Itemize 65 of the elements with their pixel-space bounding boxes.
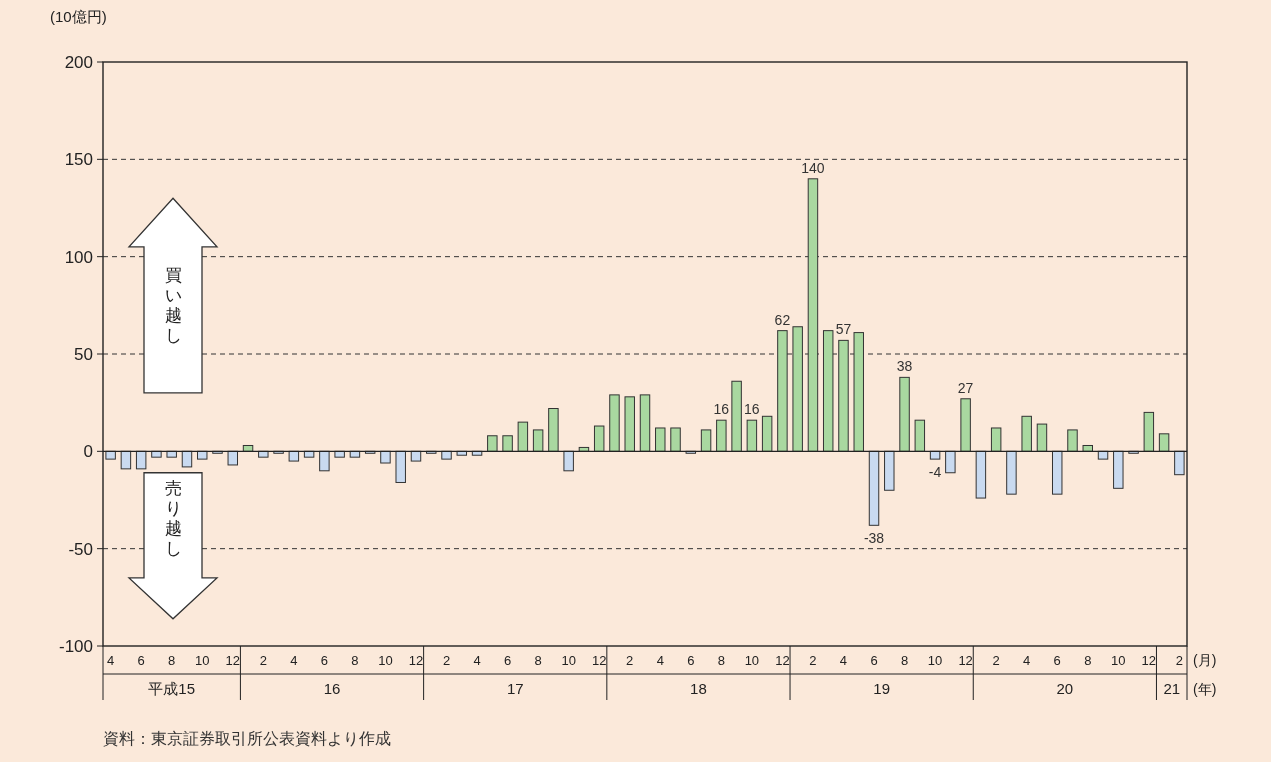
data-label: 57 <box>835 321 852 338</box>
x-tick-label: 8 <box>900 653 909 668</box>
x-tick-label: 12 <box>591 653 607 668</box>
x-tick-label: 10 <box>378 653 393 668</box>
x-tick-label: 8 <box>534 653 542 668</box>
x-tick-label: 8 <box>1084 653 1092 668</box>
x-tick-label: 8 <box>168 653 176 668</box>
x-tick-label: 2 <box>1175 653 1183 668</box>
x-tick-label: 6 <box>320 653 328 668</box>
x-tick-label: 6 <box>687 653 695 668</box>
x-tick-label: 4 <box>473 653 481 668</box>
x-tick-label: 12 <box>775 653 790 668</box>
x-tick-label: 12 <box>225 653 241 668</box>
y-tick-label: -100 <box>58 637 93 656</box>
x-tick-label: 4 <box>1023 653 1031 668</box>
x-tick-label: 6 <box>1053 653 1061 668</box>
y-axis-title: (10億円) <box>50 8 107 25</box>
x-tick-label: 6 <box>870 653 878 668</box>
x-tick-label: 2 <box>809 653 817 668</box>
text: 21 <box>1163 680 1181 697</box>
text: 資料：東京証券取引所公表資料より作成 <box>103 730 391 747</box>
text: 19 <box>873 680 890 697</box>
x-tick-label: 2 <box>259 653 267 668</box>
x-tick-label: 6 <box>137 653 145 668</box>
data-label: 140 <box>801 159 825 176</box>
text: 平成15 <box>148 680 196 697</box>
annotation: 買い越し <box>164 266 182 346</box>
x-tick-label: 4 <box>290 653 298 668</box>
x-tick-label: 12 <box>408 653 424 668</box>
x-tick-label: 2 <box>626 653 634 668</box>
x-tick-label: 6 <box>503 653 512 668</box>
data-label: -4 <box>928 464 942 481</box>
text: 16 <box>323 680 341 697</box>
x-tick-label: 10 <box>1111 653 1126 668</box>
text: 20 <box>1056 680 1074 697</box>
text: (年) <box>1193 681 1217 697</box>
data-label: -38 <box>863 530 885 547</box>
text: 18 <box>690 680 707 697</box>
data-label: 38 <box>896 358 913 375</box>
text: (月) <box>1193 652 1217 668</box>
data-label: 16 <box>713 401 730 418</box>
x-tick-label: 2 <box>442 653 451 668</box>
annotation: 売り越し <box>164 478 182 558</box>
y-tick-label: 0 <box>83 442 93 462</box>
y-tick-label: 50 <box>74 345 93 364</box>
y-tick-label: 100 <box>64 247 93 267</box>
x-tick-label: 12 <box>958 653 973 668</box>
y-tick-label: -50 <box>68 539 93 559</box>
x-tick-label: 12 <box>1141 653 1157 668</box>
x-tick-label: 4 <box>656 653 664 668</box>
data-label: 16 <box>744 401 760 418</box>
y-tick-label: 150 <box>64 150 93 170</box>
x-tick-label: 4 <box>839 653 848 668</box>
x-tick-label: 10 <box>195 653 210 668</box>
x-tick-label: 10 <box>927 653 943 668</box>
data-label: 62 <box>774 311 791 328</box>
x-tick-label: 8 <box>717 653 725 668</box>
data-label: 27 <box>957 379 974 396</box>
x-tick-label: 2 <box>992 653 1000 668</box>
x-tick-label: 10 <box>744 653 760 668</box>
text: 17 <box>506 680 524 697</box>
x-tick-label: 10 <box>561 653 576 668</box>
x-tick-label: 4 <box>107 653 115 668</box>
y-tick-label: 200 <box>64 53 93 72</box>
x-tick-label: 8 <box>351 653 359 668</box>
